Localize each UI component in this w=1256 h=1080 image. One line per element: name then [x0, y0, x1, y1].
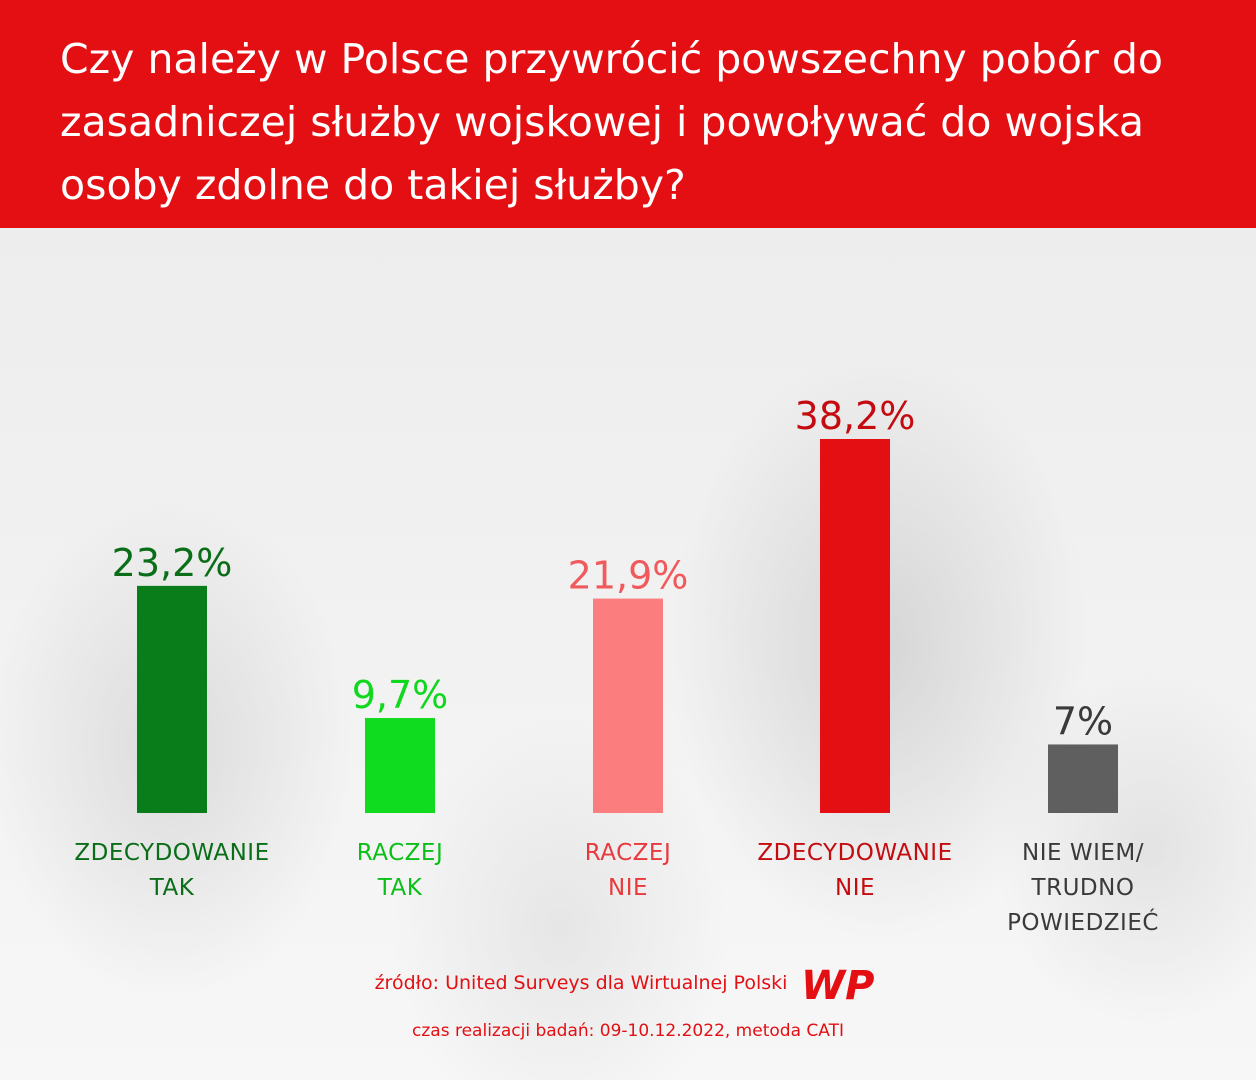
value-label-3: 21,9% [568, 554, 689, 598]
category-label-line: NIE [607, 875, 649, 901]
bar-3 [593, 598, 663, 813]
source-line: źródło: United Surveys dla Wirtualnej Po… [0, 962, 1256, 1004]
category-label-line: TAK [149, 875, 195, 901]
source-text: źródło: United Surveys dla Wirtualnej Po… [374, 972, 788, 994]
value-label-1: 23,2% [112, 541, 233, 585]
category-label-4: ZDECYDOWANIE NIE [740, 836, 970, 906]
value-label-2: 9,7% [352, 673, 449, 717]
wp-logo: WP [801, 963, 874, 1004]
category-label-line: RACZEJ [356, 840, 444, 866]
category-label-line: ZDECYDOWANIE [757, 840, 953, 866]
category-label-line: POWIEDZIEĆ [1007, 910, 1159, 936]
category-label-2: RACZEJ TAK [285, 836, 515, 906]
category-label-line: TAK [377, 875, 423, 901]
category-label-line: ZDECYDOWANIE [74, 840, 270, 866]
header-banner: Czy należy w Polsce przywrócić powszechn… [0, 0, 1256, 228]
bar-5 [1048, 744, 1118, 813]
category-label-1: ZDECYDOWANIE TAK [57, 836, 287, 906]
category-label-line: TRUDNO [1031, 875, 1135, 901]
category-label-3: RACZEJ NIE [513, 836, 743, 906]
category-label-5: NIE WIEM/TRUDNO POWIEDZIEĆ [968, 836, 1198, 941]
bar-1 [137, 585, 207, 813]
category-label-line: RACZEJ [584, 840, 672, 866]
value-label-5: 7% [1053, 699, 1113, 743]
category-label-line: NIE WIEM/ [1022, 840, 1144, 866]
category-label-line: NIE [834, 875, 876, 901]
bar-2 [365, 718, 435, 813]
bar-4 [820, 439, 890, 813]
value-label-4: 38,2% [795, 394, 916, 438]
wp-logo-text: WP [801, 963, 874, 1004]
chart-title: Czy należy w Polsce przywrócić powszechn… [60, 35, 1163, 209]
survey-dates: czas realizacji badań: 09-10.12.2022, me… [412, 1021, 844, 1041]
